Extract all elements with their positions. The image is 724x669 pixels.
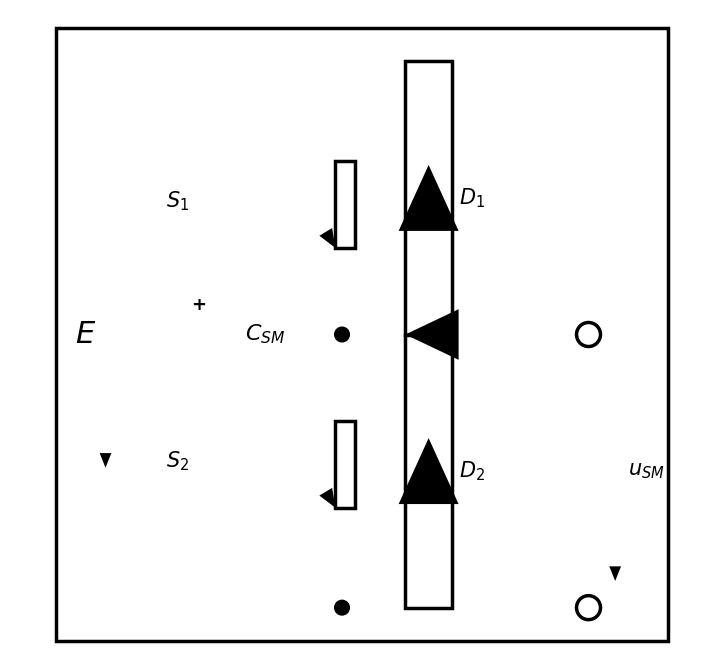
Polygon shape (319, 228, 335, 248)
Text: $S_1$: $S_1$ (166, 189, 189, 213)
Text: $C_{SM}$: $C_{SM}$ (245, 322, 286, 347)
Polygon shape (405, 309, 458, 360)
Text: +: + (191, 296, 206, 314)
Polygon shape (399, 438, 458, 504)
Circle shape (334, 327, 350, 342)
Bar (335, 161, 355, 248)
Polygon shape (100, 453, 111, 468)
Polygon shape (610, 567, 621, 581)
Bar (335, 421, 355, 508)
Text: $u_{SM}$: $u_{SM}$ (628, 462, 665, 481)
Circle shape (334, 600, 350, 615)
Text: $D_2$: $D_2$ (458, 460, 484, 483)
Bar (405, 334, 452, 607)
Bar (405, 62, 452, 334)
Text: $S_2$: $S_2$ (166, 450, 189, 473)
Text: $D_1$: $D_1$ (458, 186, 484, 209)
Polygon shape (319, 488, 335, 508)
Text: $E$: $E$ (75, 319, 96, 350)
Polygon shape (399, 165, 458, 231)
